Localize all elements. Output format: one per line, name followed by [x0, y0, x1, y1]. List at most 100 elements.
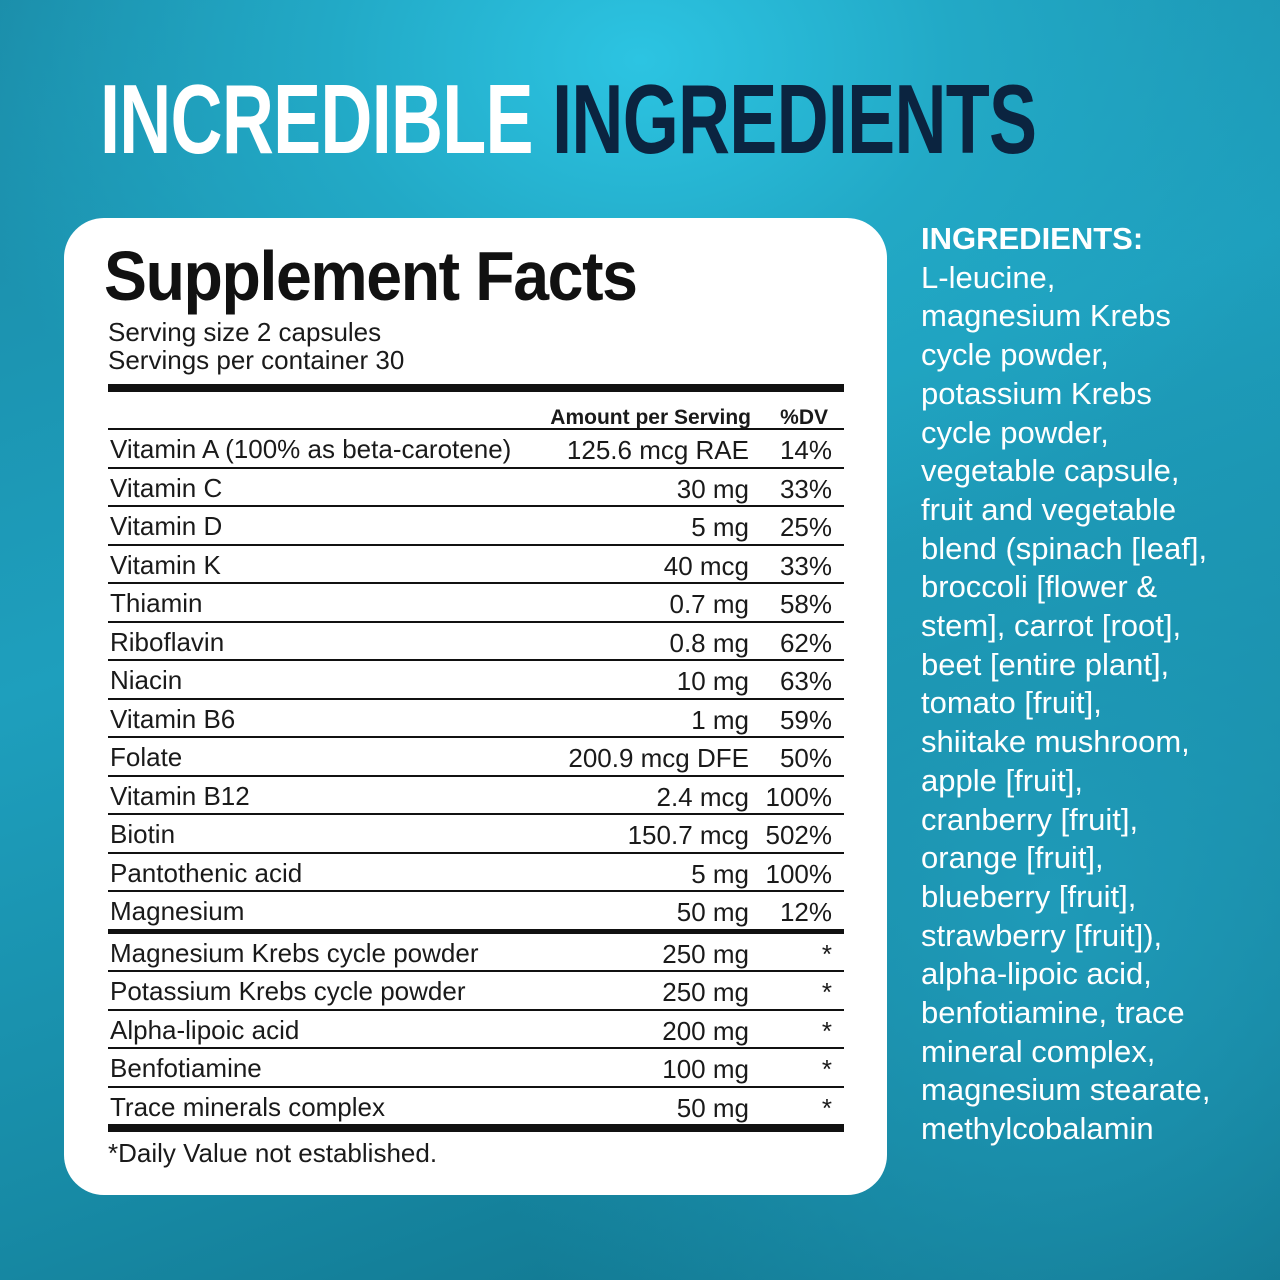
nutrient-dv: 502%: [765, 820, 833, 850]
nutrient-dv: 100%: [765, 781, 833, 812]
headline: INCREDIBLE INGREDIENTS: [100, 70, 1037, 168]
table-row: Trace minerals complex 50 mg *: [108, 1088, 844, 1132]
nutrient-name: Niacin: [110, 665, 183, 695]
serving-size: Serving size 2 capsules: [108, 317, 382, 347]
nutrient-amount: 100 mg: [662, 1054, 749, 1084]
servings-per-container: Servings per container 30: [108, 345, 405, 375]
nutrient-name: Folate: [110, 742, 183, 772]
table-row: Riboflavin 0.8 mg 62%: [108, 623, 844, 661]
ingredients-line: shiitake mushroom,: [921, 724, 1190, 760]
nutrient-amount: 250 mg: [662, 938, 749, 969]
table-row: Vitamin C 30 mg 33%: [108, 469, 844, 507]
divider-thick: [108, 384, 844, 392]
nutrient-dv: *: [821, 1015, 832, 1046]
nutrient-amount: 0.8 mg: [669, 627, 750, 658]
ingredients-line: beet [entire plant],: [921, 646, 1170, 682]
nutrient-dv: *: [821, 977, 832, 1007]
ingredients-line: methylcobalamin: [921, 1111, 1154, 1147]
table-row: Biotin 150.7 mcg 502%: [108, 815, 844, 854]
table-row: Vitamin A (100% as beta-carotene) 125.6 m…: [108, 430, 844, 469]
table-row: Vitamin B6 1 mg 59%: [108, 700, 844, 738]
nutrient-name: Trace minerals complex: [110, 1091, 386, 1122]
other-ingredient-rows: Magnesium Krebs cycle powder 250 mg * Potas…: [108, 934, 844, 1132]
nutrient-name: Magnesium: [110, 896, 245, 926]
ingredients-label: INGREDIENTS:: [921, 221, 1144, 256]
nutrient-amount: 5 mg: [691, 858, 749, 889]
table-row: Pantothenic acid 5 mg 100%: [108, 854, 844, 892]
footnote: *Daily Value not established.: [108, 1138, 438, 1168]
nutrient-amount: 250 mg: [662, 977, 749, 1007]
nutrient-amount: 2.4 mcg: [656, 781, 750, 812]
nutrient-amount: 200 mg: [662, 1015, 749, 1046]
nutrient-dv: 14%: [779, 435, 832, 465]
ingredients-line: cycle powder,: [921, 337, 1109, 373]
nutrient-dv: 62%: [779, 627, 832, 658]
nutrient-dv: 50%: [779, 743, 832, 773]
nutrient-dv: 59%: [779, 704, 832, 735]
nutrient-dv: 33%: [779, 550, 832, 581]
nutrient-name: Pantothenic acid: [110, 857, 303, 888]
nutrient-name: Benfotiamine: [110, 1053, 262, 1083]
ingredients-line: blueberry [fruit],: [921, 878, 1137, 914]
ingredients-line: mineral complex,: [921, 1033, 1156, 1069]
ingredients-line: benfotiamine, trace: [921, 995, 1185, 1031]
table-row: Potassium Krebs cycle powder 250 mg *: [108, 972, 844, 1011]
ingredients-line: fruit and vegetable: [921, 491, 1177, 527]
ingredients-line: magnesium Krebs: [921, 298, 1171, 334]
nutrient-amount: 150.7 mcg: [627, 820, 749, 850]
column-header-amount: Amount per Serving: [550, 406, 751, 429]
nutrient-name: Magnesium Krebs cycle powder: [110, 937, 479, 968]
nutrient-amount: 10 mg: [676, 666, 749, 696]
ingredients-line: tomato [fruit],: [921, 685, 1102, 721]
nutrient-amount: 40 mcg: [663, 550, 749, 581]
nutrient-name: Thiamin: [110, 588, 203, 618]
nutrient-amount: 30 mg: [676, 473, 749, 504]
nutrient-name: Vitamin D: [110, 511, 223, 541]
nutrient-dv: 25%: [779, 512, 832, 542]
ingredients-line: cranberry [fruit],: [921, 801, 1139, 837]
supplement-facts-title: Supplement Facts: [104, 237, 638, 315]
ingredients-list: INGREDIENTS: L-leucine, magnesium Krebs cy…: [921, 220, 1210, 1149]
table-row: Magnesium 50 mg 12%: [108, 892, 844, 934]
table-row: Magnesium Krebs cycle powder 250 mg *: [108, 934, 844, 972]
nutrient-dv: *: [821, 938, 832, 969]
ingredients-line: L-leucine,: [921, 259, 1056, 295]
nutrient-name: Potassium Krebs cycle powder: [110, 976, 466, 1006]
nutrient-dv: 100%: [765, 858, 833, 889]
nutrient-amount: 125.6 mcg RAE: [566, 435, 749, 465]
table-row: Thiamin 0.7 mg 58%: [108, 584, 844, 623]
table-row: Vitamin K 40 mcg 33%: [108, 546, 844, 584]
nutrient-dv: 33%: [779, 473, 832, 504]
nutrient-amount: 200.9 mcg DFE: [568, 743, 749, 773]
nutrient-name: Vitamin C: [110, 472, 223, 503]
ingredients-line: vegetable capsule,: [921, 453, 1180, 489]
headline-word-incredible: INCREDIBLE: [100, 64, 534, 174]
nutrient-name: Biotin: [110, 819, 176, 849]
nutrient-name: Vitamin K: [110, 549, 221, 580]
headline-word-ingredients: INGREDIENTS: [552, 64, 1037, 174]
supplement-facts-panel: Supplement Facts Serving size 2 capsules…: [64, 218, 887, 1195]
ingredients-line: apple [fruit],: [921, 762, 1083, 798]
table-header: Amount per Serving %DV: [108, 392, 844, 430]
ingredients-line: potassium Krebs: [921, 375, 1152, 411]
ingredients-line: magnesium stearate,: [921, 1072, 1211, 1108]
table-row: Niacin 10 mg 63%: [108, 661, 844, 700]
ingredients-text: L-leucine, magnesium Krebs cycle powder, po…: [921, 259, 1210, 1149]
nutrient-name: Vitamin B6: [110, 703, 236, 734]
table-row: Benfotiamine 100 mg *: [108, 1049, 844, 1088]
table-row: Folate 200.9 mcg DFE 50%: [108, 738, 844, 777]
nutrient-dv: 58%: [779, 589, 832, 619]
ingredients-line: cycle powder,: [921, 414, 1109, 450]
nutrient-dv: 63%: [779, 666, 832, 696]
nutrient-dv: *: [821, 1054, 832, 1084]
nutrient-amount: 1 mg: [691, 704, 749, 735]
table-row: Vitamin B12 2.4 mcg 100%: [108, 777, 844, 815]
table-row: Alpha-lipoic acid 200 mg *: [108, 1011, 844, 1049]
ingredients-line: alpha-lipoic acid,: [921, 956, 1152, 992]
nutrient-name: Riboflavin: [110, 626, 225, 657]
nutrient-amount: 50 mg: [676, 1092, 749, 1123]
nutrient-name: Vitamin B12: [110, 780, 250, 811]
nutrient-amount: 0.7 mg: [669, 589, 750, 619]
serving-info: Serving size 2 capsules Servings per con…: [108, 318, 404, 374]
facts-table: Amount per Serving %DV Vitamin A (100% a…: [108, 384, 844, 1132]
